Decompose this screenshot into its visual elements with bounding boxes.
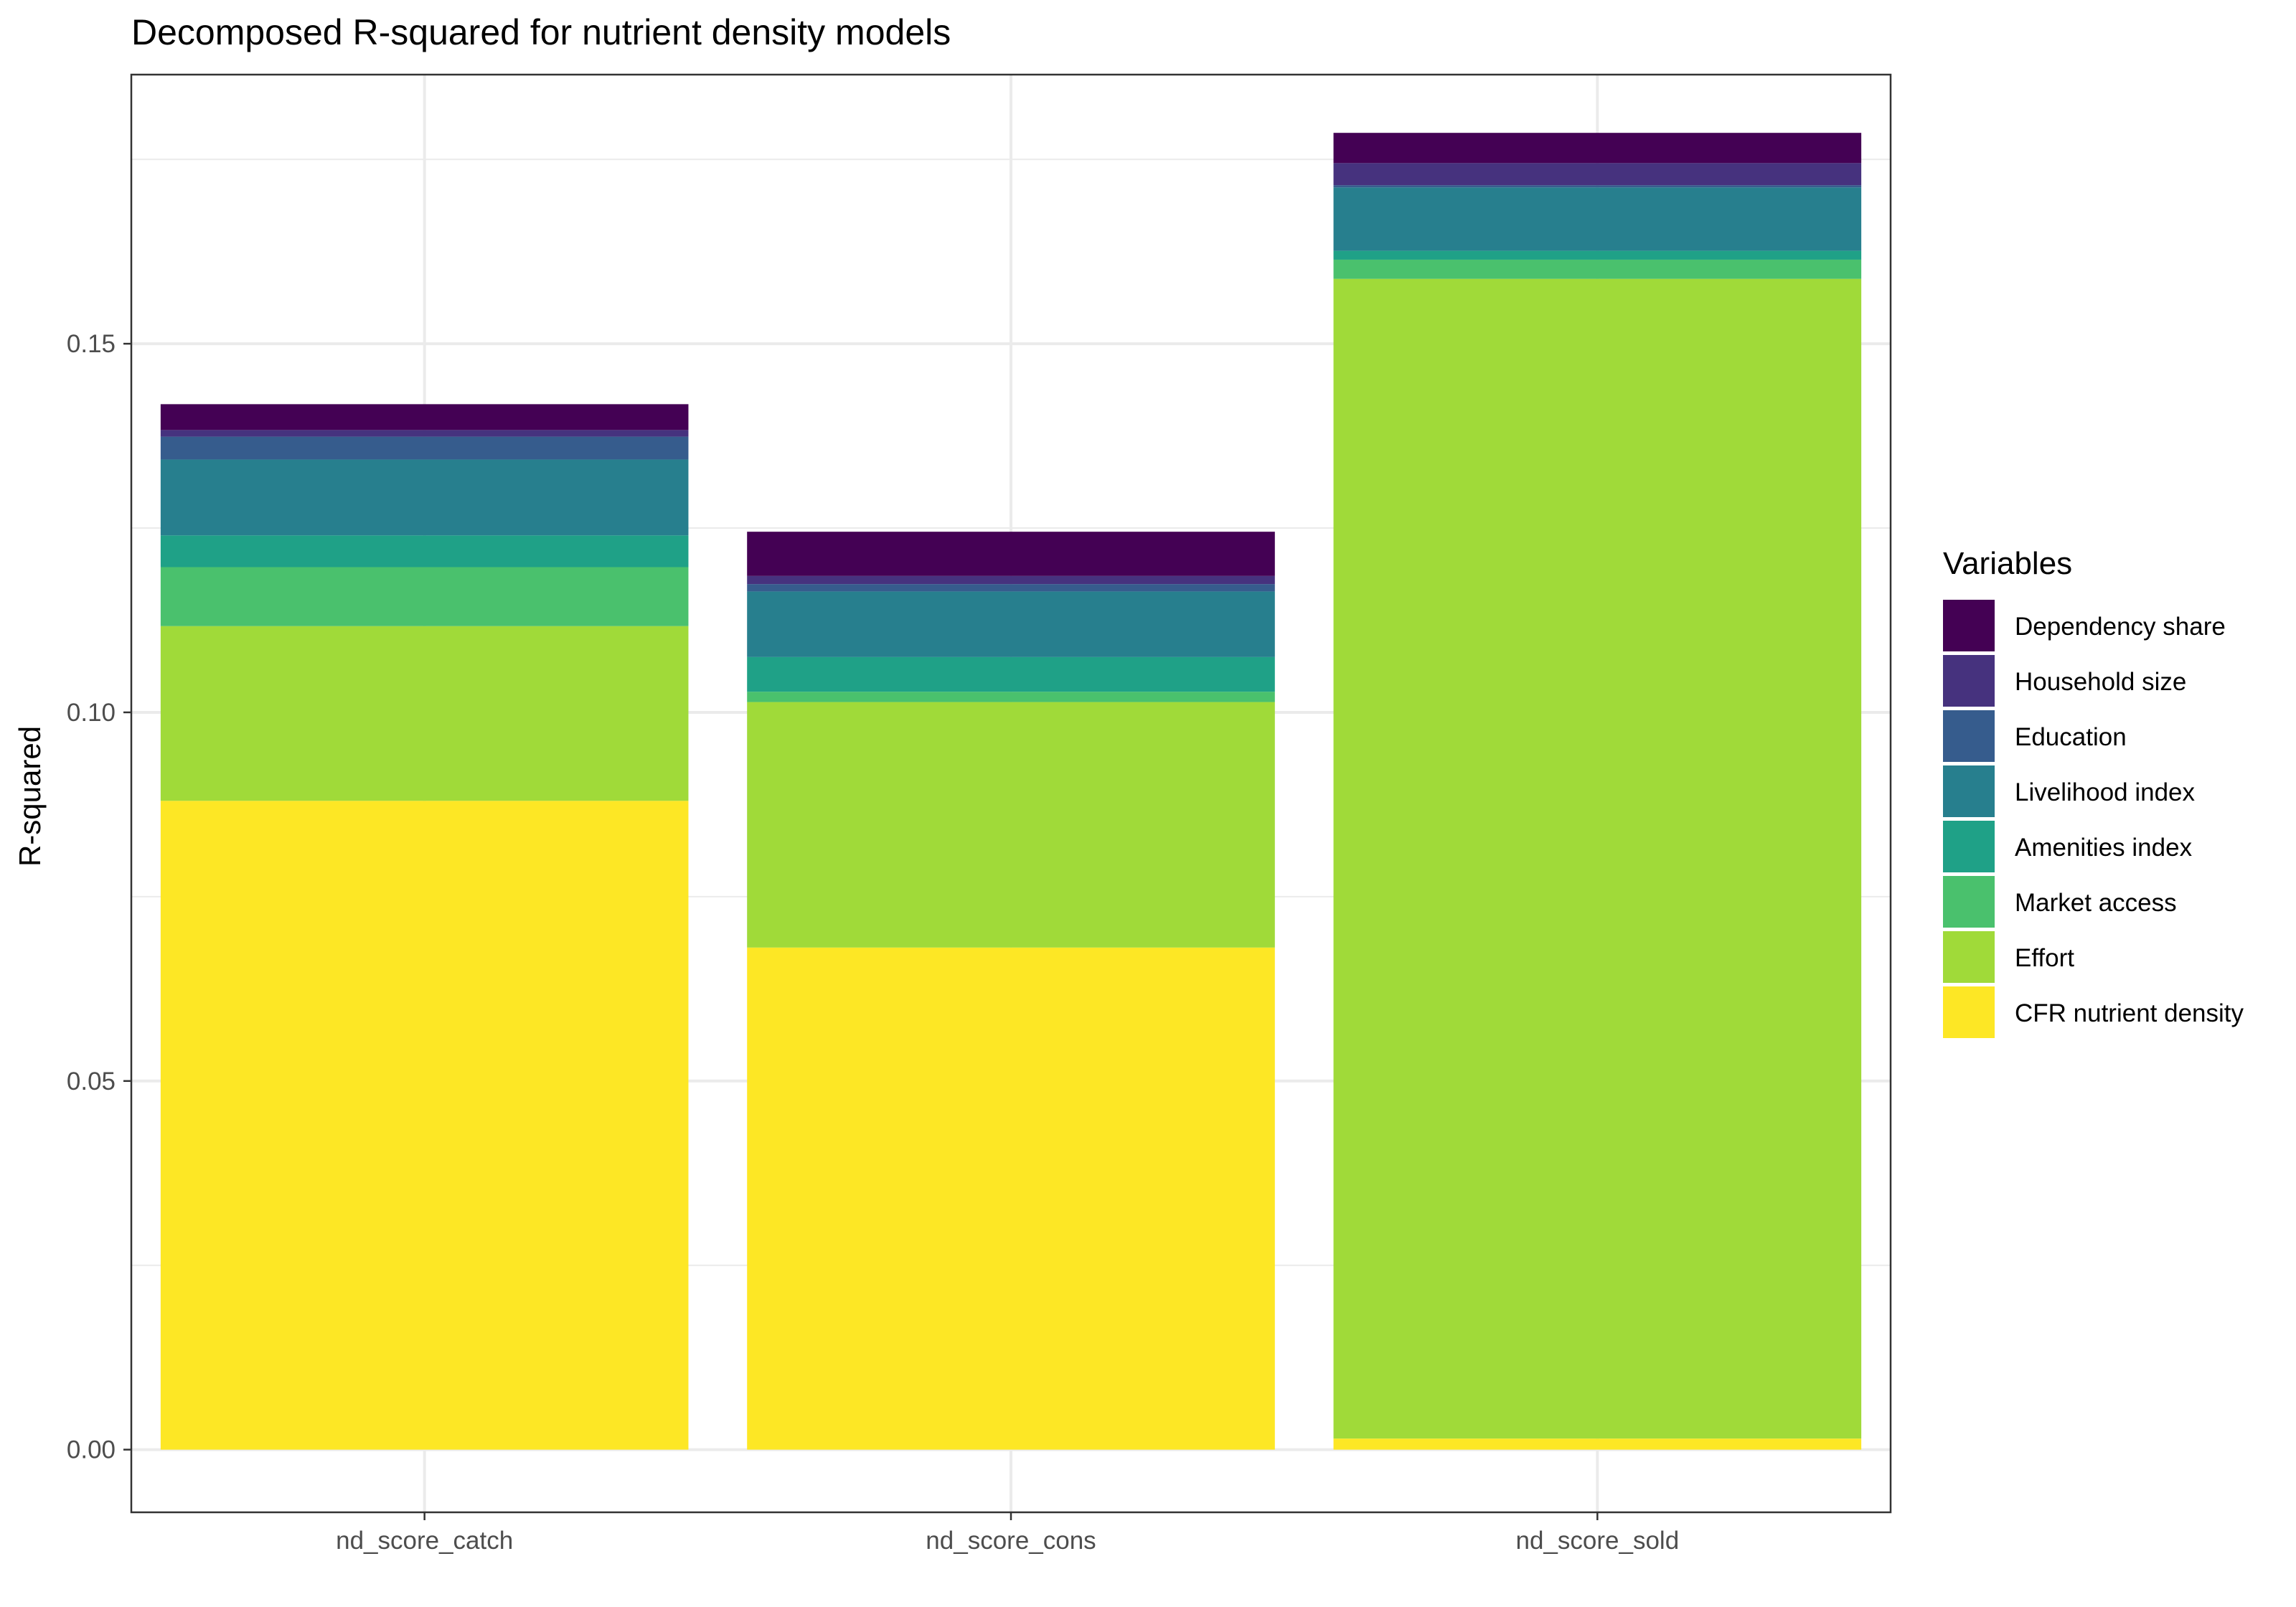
legend-label-education: Education (2015, 723, 2127, 751)
y-axis-label: R-squared (13, 726, 47, 867)
x-tick-label: nd_score_catch (336, 1527, 513, 1555)
legend-key-dependency-share (1943, 600, 1995, 651)
legend-key-amenities-index (1943, 821, 1995, 872)
bar-segment-market-access (1333, 259, 1862, 279)
bar-segment-livelihood-index (747, 591, 1275, 657)
bar-segment-effort (1333, 278, 1862, 1439)
y-tick-label: 0.00 (67, 1436, 116, 1464)
legend-label-household-size: Household size (2015, 668, 2186, 696)
bar-segment-education (160, 436, 689, 460)
legend-label-cfr-nutrient-density: CFR nutrient density (2015, 999, 2244, 1027)
legend: Variables Dependency share Household size… (1943, 546, 2244, 1038)
y-tick-label: 0.15 (67, 330, 116, 358)
bar-segment-household-size (160, 430, 689, 437)
bar-segment-amenities-index (160, 535, 689, 567)
legend-key-market-access (1943, 876, 1995, 928)
legend-label-amenities-index: Amenities index (2015, 834, 2193, 862)
bar-segment-market-access (160, 567, 689, 626)
legend-key-household-size (1943, 655, 1995, 707)
bar-segment-dependency-share (1333, 133, 1862, 164)
bar-segment-cfr-nutrient-density (160, 801, 689, 1450)
bar-segment-dependency-share (747, 532, 1275, 576)
bar-segment-cfr-nutrient-density (747, 947, 1275, 1450)
bar-segment-effort (747, 702, 1275, 948)
bar-segment-cfr-nutrient-density (1333, 1438, 1862, 1450)
y-tick-label: 0.05 (67, 1068, 116, 1095)
bar-segment-education (1333, 185, 1862, 188)
bar-segment-livelihood-index (1333, 187, 1862, 251)
legend-title: Variables (1943, 546, 2072, 581)
x-tick-label: nd_score_cons (926, 1527, 1096, 1555)
legend-key-education (1943, 710, 1995, 762)
bar-segment-household-size (1333, 163, 1862, 186)
legend-label-market-access: Market access (2015, 889, 2177, 917)
x-tick-label: nd_score_sold (1516, 1527, 1680, 1555)
bar-segment-amenities-index (747, 656, 1275, 692)
bar-segment-market-access (747, 692, 1275, 702)
legend-label-dependency-share: Dependency share (2015, 613, 2226, 641)
legend-key-cfr-nutrient-density (1943, 986, 1995, 1038)
bar-segment-household-size (747, 575, 1275, 585)
legend-key-livelihood-index (1943, 765, 1995, 817)
bar-segment-effort (160, 626, 689, 801)
legend-label-effort: Effort (2015, 944, 2074, 972)
plot-area: 0.00 0.05 0.10 0.15 nd_score_catch nd_score_c… (67, 73, 1892, 1555)
legend-key-effort (1943, 931, 1995, 983)
legend-label-livelihood-index: Livelihood index (2015, 778, 2196, 806)
bar-segment-livelihood-index (160, 459, 689, 536)
bar-segment-amenities-index (1333, 250, 1862, 260)
chart-title: Decomposed R-squared for nutrient densit… (131, 12, 951, 52)
bar-segment-dependency-share (160, 404, 689, 430)
bar-segment-education (747, 584, 1275, 592)
y-tick-label: 0.10 (67, 699, 116, 727)
